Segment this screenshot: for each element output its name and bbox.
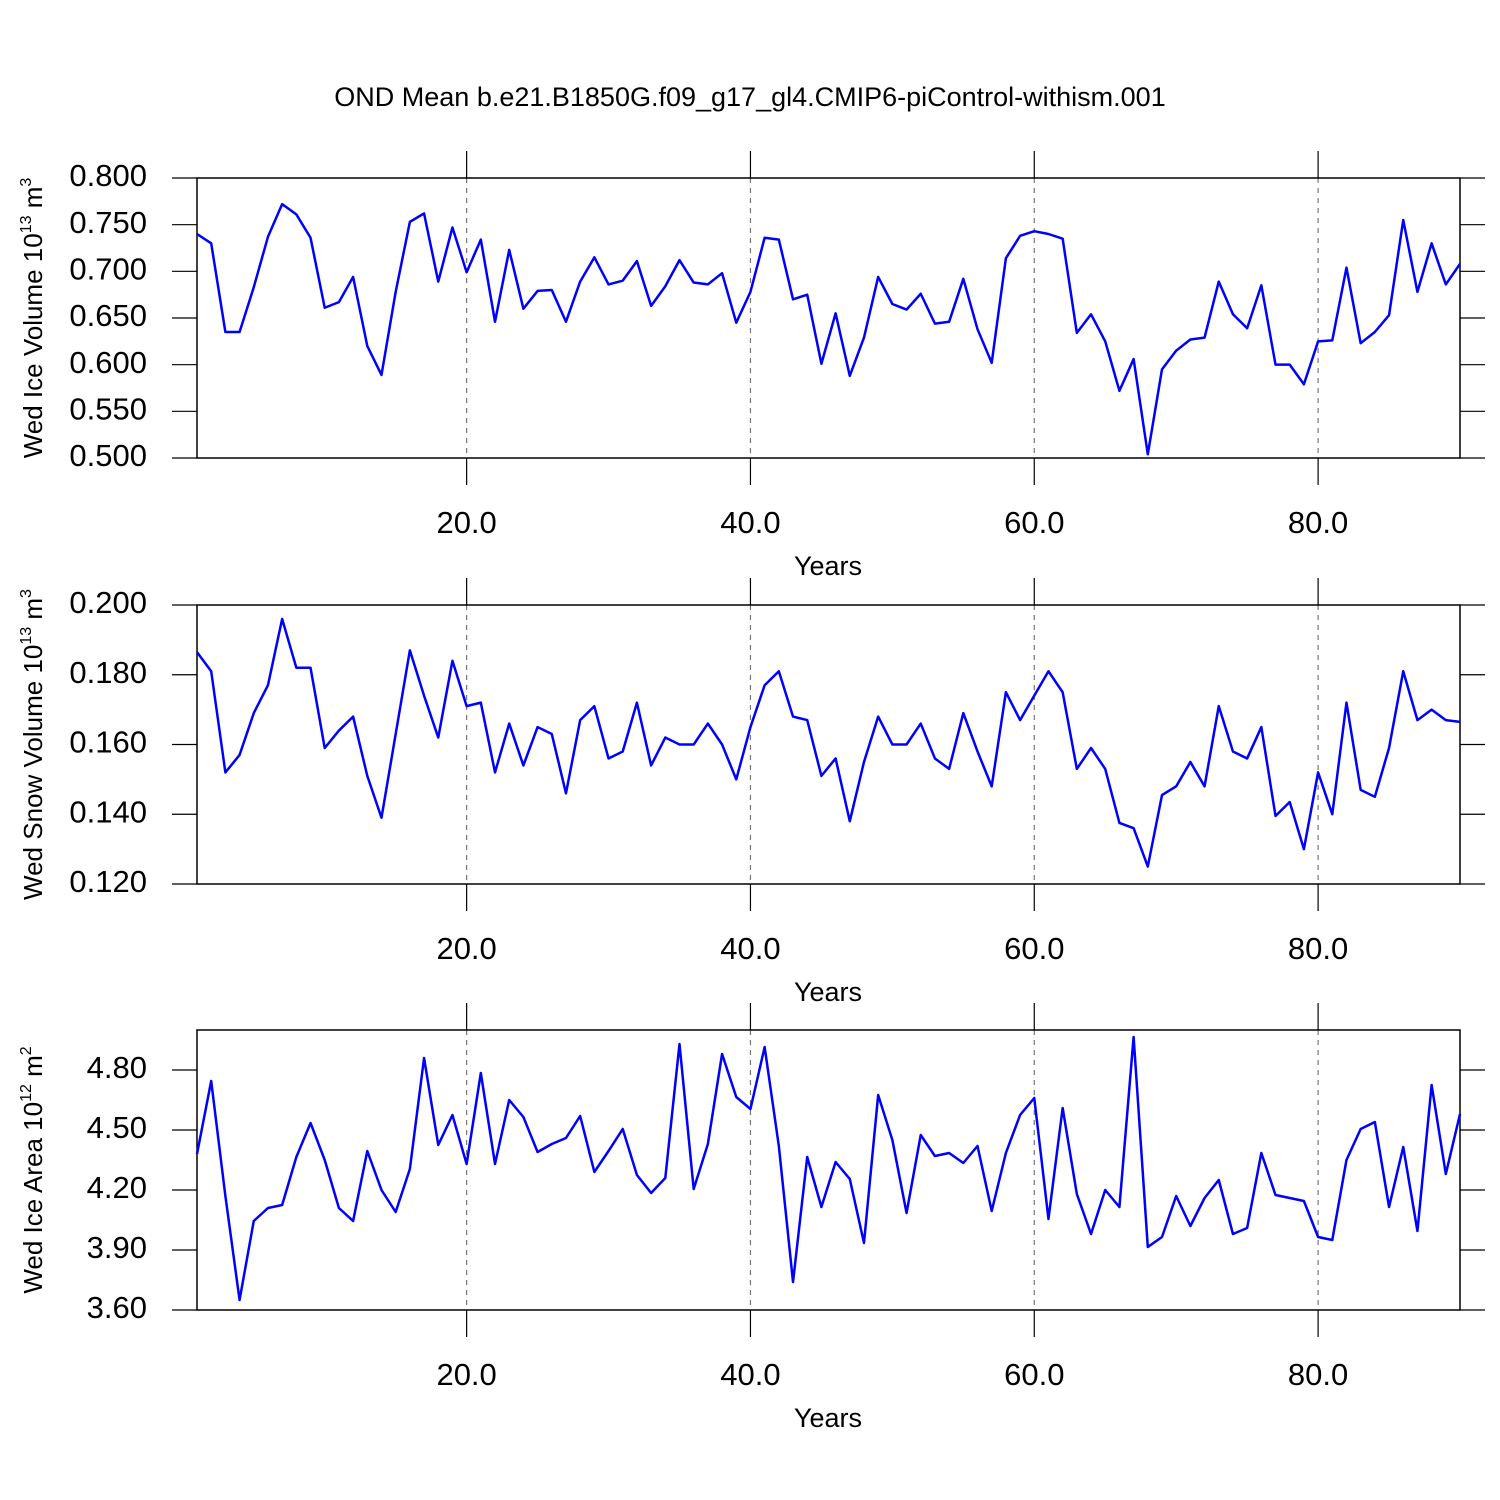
y-axis-label-exponent: 2 (18, 1046, 35, 1055)
x-tick-label: 80.0 (1288, 1357, 1348, 1392)
x-tick-label: 40.0 (720, 931, 780, 966)
x-axis-label: Years (794, 977, 862, 1007)
plot-frame (196, 1029, 1461, 1311)
y-tick-label: 0.650 (69, 298, 147, 333)
y-tick-label: 4.20 (87, 1170, 147, 1205)
x-axis-label: Years (794, 551, 862, 581)
y-axis-label: Wed Ice Volume 1013 m3 (18, 178, 48, 459)
y-axis-label-part: Wed Ice Volume 10 (18, 233, 48, 458)
y-tick-label: 0.700 (69, 252, 147, 287)
y-axis-label-exponent: 13 (18, 627, 35, 645)
y-axis-label-exponent: 12 (18, 1084, 35, 1102)
plot-frame (196, 604, 1461, 885)
x-axis-label: Years (794, 1403, 862, 1433)
y-axis-label-part: m (18, 187, 48, 216)
data-line (196, 202, 1462, 456)
y-tick-label: 4.80 (87, 1050, 147, 1085)
x-tick-label: 60.0 (1004, 931, 1064, 966)
y-tick-label: 4.50 (87, 1110, 147, 1145)
x-tick-label: 40.0 (720, 1357, 780, 1392)
y-axis-label-part: m (18, 598, 48, 627)
panel: 20.0 40.0 60.0 80.0 3.60 3.90 4.20 4.50 4.80 Year… (18, 1003, 1485, 1433)
panel: 20.0 40.0 60.0 80.0 0.120 0.140 0.160 0.180 0.20… (18, 578, 1485, 1007)
y-axis-label-part: Wed Ice Area 10 (18, 1102, 48, 1294)
y-axis-label-part: m (18, 1055, 48, 1084)
y-tick-label: 0.750 (69, 205, 147, 240)
x-tick-label: 20.0 (436, 1357, 496, 1392)
y-axis-label-exponent: 13 (18, 215, 35, 233)
data-line (195, 617, 1461, 868)
y-tick-label: 3.60 (87, 1290, 147, 1325)
x-tick-label: 60.0 (1004, 505, 1064, 540)
x-tick-label: 60.0 (1004, 1357, 1064, 1392)
x-tick-label: 80.0 (1288, 505, 1348, 540)
figure-title: OND Mean b.e21.B1850G.f09_g17_gl4.CMIP6-… (334, 82, 1165, 112)
x-tick-label: 80.0 (1288, 931, 1348, 966)
y-tick-label: 3.90 (87, 1230, 147, 1265)
y-tick-label: 0.140 (69, 794, 147, 829)
y-tick-label: 0.200 (69, 585, 147, 620)
y-axis-label-part: Wed Snow Volume 10 (18, 645, 48, 900)
y-tick-label: 0.500 (69, 438, 147, 473)
y-axis-label-exponent: 3 (18, 178, 35, 187)
x-tick-label: 20.0 (436, 505, 496, 540)
y-tick-label: 0.550 (69, 392, 147, 427)
y-axis-label: Wed Snow Volume 1013 m3 (18, 589, 48, 900)
y-axis-label-exponent: 3 (18, 589, 35, 598)
y-axis-label: Wed Ice Area 1012 m2 (18, 1046, 48, 1293)
data-line (195, 1035, 1462, 1302)
y-tick-label: 0.180 (69, 655, 147, 690)
y-tick-label: 0.600 (69, 345, 147, 380)
y-tick-label: 0.120 (69, 864, 147, 899)
y-tick-label: 0.800 (69, 158, 147, 193)
x-tick-label: 40.0 (720, 505, 780, 540)
panel: 20.0 40.0 60.0 80.0 0.500 0.550 0.600 0.650 0.70… (18, 151, 1485, 581)
plot-frame (196, 177, 1461, 459)
y-tick-label: 0.160 (69, 725, 147, 760)
x-tick-label: 20.0 (436, 931, 496, 966)
